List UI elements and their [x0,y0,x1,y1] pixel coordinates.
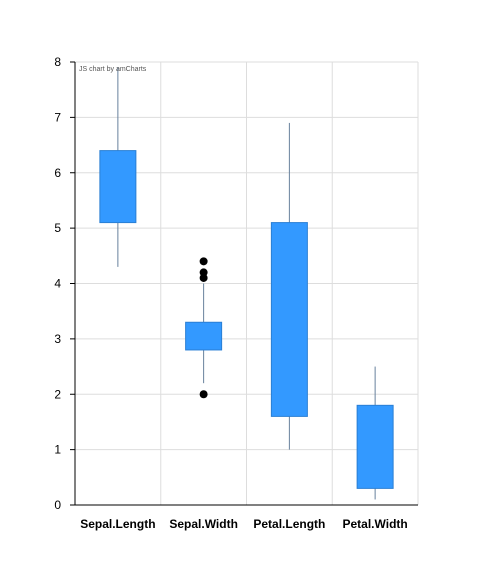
y-tick-label: 5 [54,221,61,235]
outlier-point[interactable] [199,268,208,277]
y-tick-label: 4 [54,277,61,291]
x-category-labels: Sepal.Length Sepal.Width Petal.Length Petal… [80,517,408,531]
outlier-point[interactable] [199,257,208,266]
boxes [99,150,394,489]
x-category-label: Petal.Width [343,517,408,531]
y-tick-label: 2 [54,387,61,401]
x-category-label: Sepal.Width [169,517,238,531]
x-category-label: Petal.Length [253,517,325,531]
box[interactable] [270,222,308,417]
outlier-point[interactable] [199,273,208,282]
box[interactable] [356,404,394,489]
outlier-point[interactable] [199,390,208,399]
y-tick-labels: 0 1 2 3 4 5 6 7 8 [54,55,61,512]
x-category-label: Sepal.Length [80,517,155,531]
whiskers [117,67,376,500]
y-tick-label: 0 [54,498,61,512]
box[interactable] [185,321,223,351]
axes [70,61,418,506]
outliers [199,257,208,399]
y-tick-label: 8 [54,55,61,69]
y-tick-label: 6 [54,166,61,180]
y-tick-label: 3 [54,332,61,346]
y-tick-label: 7 [54,110,61,124]
chart-credit[interactable]: JS chart by amCharts [79,66,147,73]
y-tick-label: 1 [54,443,61,457]
box[interactable] [99,150,137,224]
